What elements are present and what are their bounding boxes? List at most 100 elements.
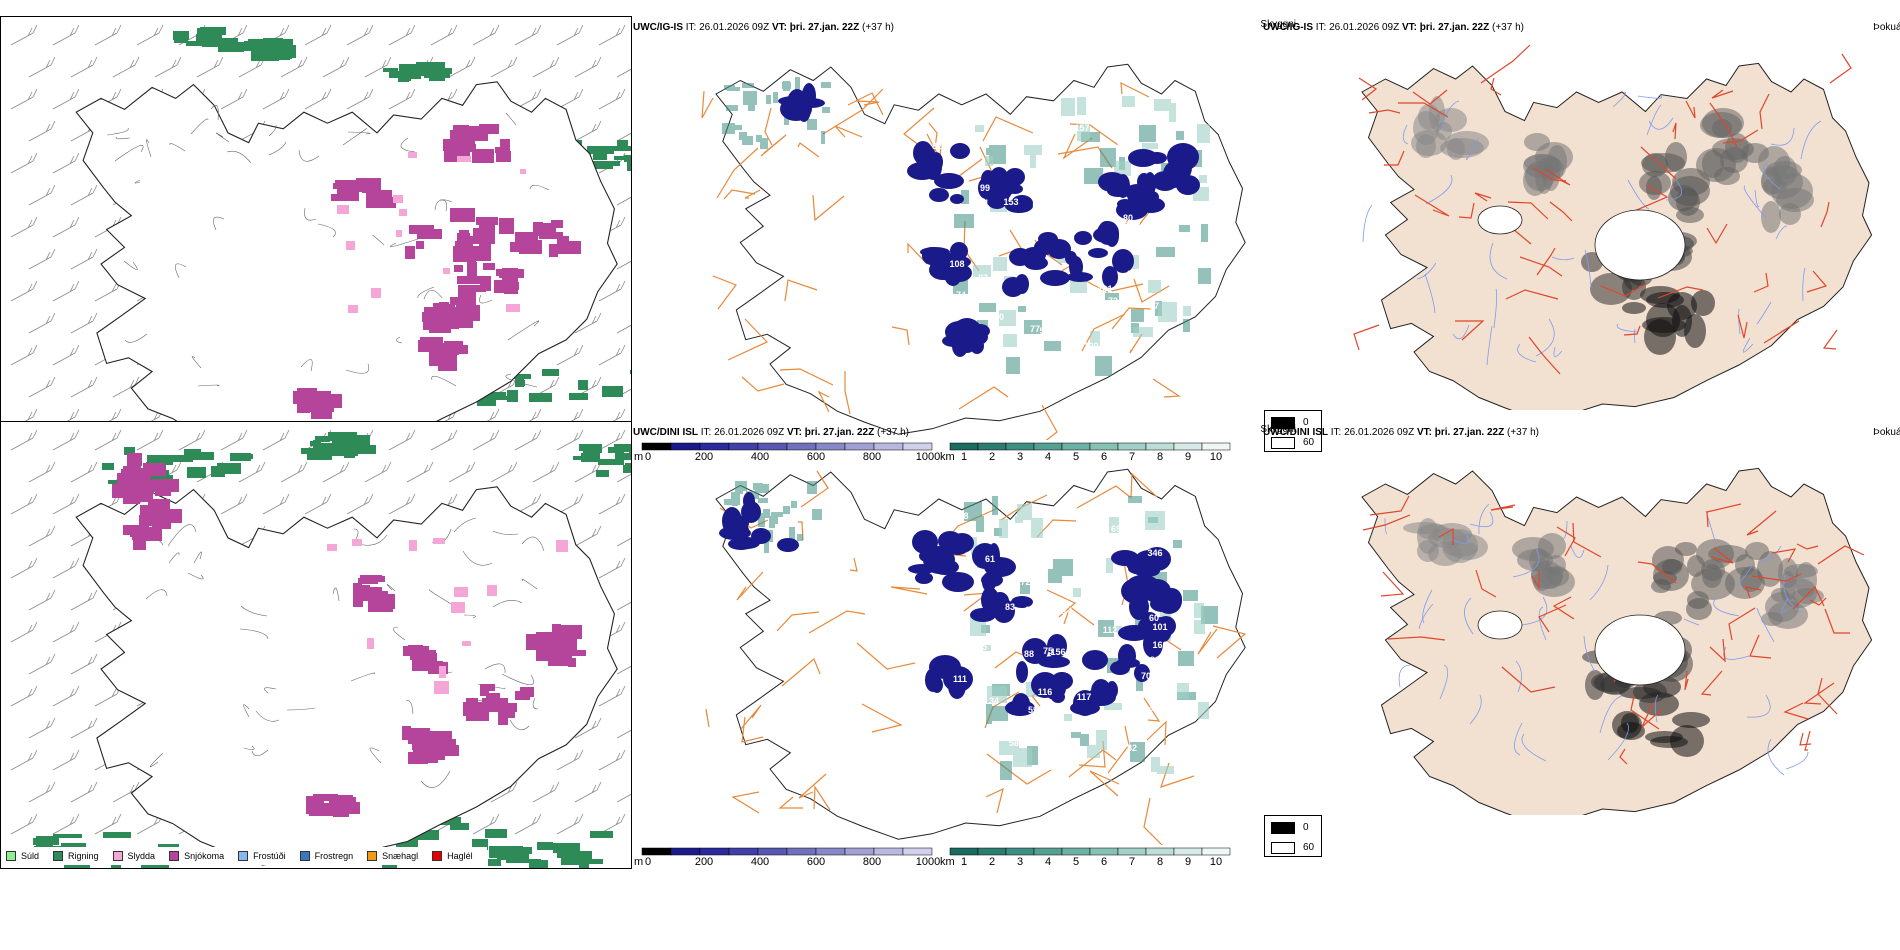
legend-swatch [299, 851, 310, 861]
visibility-colorbar-bin [1201, 847, 1231, 856]
vt-label: VT: [786, 427, 802, 438]
ceiling-tick: 800 [862, 856, 882, 868]
vt-value: þri. 27.jan. 22Z [1419, 22, 1490, 33]
glacier [1477, 205, 1523, 235]
cloud-base-label: 111 [948, 134, 962, 144]
cloud-base-label: 112 [1103, 625, 1118, 635]
cloud-base-label: 161 [1152, 640, 1167, 650]
visibility-tick: 1 [960, 856, 968, 868]
legend-item: Frostúði [238, 851, 286, 861]
cloud-base-label: 157 [1074, 123, 1089, 133]
visibility-unit: km [940, 451, 955, 463]
ceiling-tick: 0 [644, 856, 652, 868]
legend-swatch [169, 851, 180, 861]
ceiling-colorbar-bin [641, 847, 672, 856]
visibility-tick: 2 [988, 451, 996, 463]
ceiling-tick: 800 [862, 451, 882, 463]
cloud-base-label: 101 [1152, 622, 1167, 632]
legend-swatch [432, 851, 443, 861]
cloud-base-label: 80 [994, 312, 1004, 322]
precip-map-canvas [10, 24, 631, 463]
visibility-colorbar-bin [1173, 847, 1203, 856]
precip-type-map [0, 421, 632, 869]
lead-time: (+37 h) [1507, 427, 1539, 438]
lead-time: (+37 h) [862, 22, 894, 33]
fog-indicator-map [1290, 435, 1890, 815]
ceiling-tick: 0 [644, 451, 652, 463]
it-value: 26.01.2026 09Z [1344, 427, 1415, 438]
ceiling-colorbar-bin [757, 847, 788, 856]
cloud-base-label: 75 [1043, 646, 1053, 656]
cloud-base-label: 153 [1003, 197, 1018, 207]
legend-item: Slydda [112, 851, 155, 861]
ceiling-colorbar-bin [902, 847, 933, 856]
ceiling-tick: 200 [694, 451, 714, 463]
fog-key-swatch [1271, 417, 1295, 429]
cloud-base-label: 87 [978, 273, 988, 283]
visibility-colorbar-bin [977, 847, 1007, 856]
legend-item: Snjókoma [169, 851, 224, 861]
it-label: IT: [1330, 427, 1342, 438]
ceiling-colorbar-bin [728, 847, 759, 856]
cloud-base-label: 258 [953, 511, 968, 521]
cloud-base-label: 82 [1127, 743, 1137, 753]
cloud-base-label: 12 [1117, 137, 1127, 147]
ceiling-tick: 400 [750, 856, 770, 868]
cloud-base-label: 156 [1050, 647, 1065, 657]
vt-label: VT: [1416, 427, 1432, 438]
legend-item: Snæhagl [367, 851, 418, 861]
cloud-base-label: 34 [989, 696, 999, 706]
ceiling-tick: 400 [750, 451, 770, 463]
ceiling-tick: 600 [806, 856, 826, 868]
cloud-base-label: 69 [1111, 524, 1121, 534]
cloud-base-label: 346 [1147, 548, 1162, 558]
cloud-base-label: 163 [1125, 220, 1140, 230]
cloud-base-labels: 7774110821274130108809987775161001250722… [932, 123, 1183, 351]
cloud-base-label: 111 [953, 674, 967, 684]
ceiling-colorbar-bin [902, 442, 933, 451]
visibility-title: Skyggni [1260, 424, 1296, 435]
cloud-base-label: 516 [1039, 326, 1054, 336]
it-label: IT: [685, 22, 697, 33]
lead-time: (+37 h) [877, 427, 909, 438]
it-label: IT: [700, 427, 712, 438]
visibility-tick: 8 [1156, 856, 1164, 868]
cloud-base-label: 100 [1083, 341, 1098, 351]
cloud-base-label: 92 [1068, 339, 1078, 349]
it-label: IT: [1315, 22, 1327, 33]
visibility-tick: 3 [1016, 856, 1024, 868]
cloud-base-label: 86 [1116, 541, 1126, 551]
visibility-tick: 9 [1184, 451, 1192, 463]
cloud-base-label: 63 [1092, 565, 1102, 575]
model-name: UWC/IG-IS [633, 22, 683, 33]
ceiling-colorbar-bin [670, 847, 701, 856]
snow-areas [112, 453, 586, 817]
ceiling-colorbar: m 0 200 400 600 800 1000 [634, 847, 940, 871]
visibility-tick: 7 [1128, 451, 1136, 463]
cloud-base-label: 60 [1149, 613, 1159, 623]
visibility-tick: 7 [1128, 856, 1136, 868]
cloud-base-label: 108 [949, 259, 964, 269]
legend-label: Haglél [447, 851, 473, 861]
vt-label: VT: [771, 22, 787, 33]
fog-key: 0 60 [1264, 815, 1322, 857]
visibility-colorbar-bin [1117, 847, 1147, 856]
road-network [1362, 495, 1865, 765]
panel-header: UWC/IG-IS IT: 26.01.2026 09Z VT: þri. 27… [633, 22, 894, 34]
panel-header: UWC/DINI ISL IT: 26.01.2026 09Z VT: þri.… [1263, 427, 1539, 439]
model-name: UWC/DINI ISL [633, 427, 698, 438]
legend-item: Haglél [432, 851, 473, 861]
cloud-base-label: 114 [1058, 606, 1073, 616]
ceiling-colorbar-bin [844, 847, 875, 856]
rivers [1384, 503, 1809, 776]
visibility-unit: km [940, 856, 955, 868]
ceiling-tick: 600 [806, 451, 826, 463]
visibility-tick: 2 [988, 856, 996, 868]
legend-label: Súld [21, 851, 40, 861]
fog-key-swatch [1271, 842, 1295, 854]
legend-swatch [6, 851, 16, 861]
cloud-base-label: 67 [1144, 706, 1154, 716]
fog-key-label: 0 [1303, 822, 1309, 833]
legend-label: Frostúði [253, 851, 286, 861]
cloud-base-label: 93 [980, 660, 990, 670]
